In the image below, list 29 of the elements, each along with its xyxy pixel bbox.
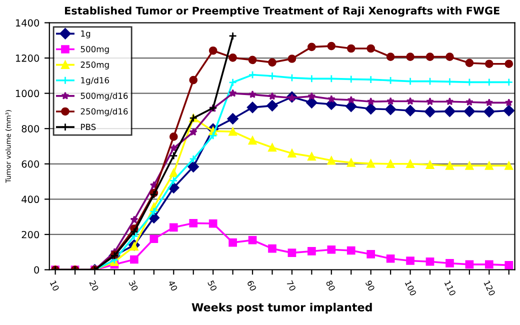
y-tick-label: 1000 — [16, 90, 40, 98]
y-tick-label: 400 — [22, 196, 40, 204]
legend-label: 1g/d16 — [81, 76, 109, 86]
x-tick-label: 80 — [326, 280, 336, 292]
x-tick-label: 120 — [484, 280, 496, 296]
y-tick-label: 600 — [22, 160, 40, 168]
legend-label: PBS — [81, 124, 96, 130]
legend-label: 500mg — [80, 46, 109, 54]
legend-label: 250mg/d16 — [80, 108, 128, 116]
x-tick-label: 70 — [286, 280, 296, 292]
y-tick-label: 1400 — [16, 19, 40, 27]
x-tick-label: 10 — [50, 280, 60, 292]
y-tick-label: 1200 — [16, 54, 40, 62]
y-tick-label: 0 — [34, 266, 40, 274]
legend-label: 1g — [81, 30, 90, 38]
x-tick-label: 100 — [404, 280, 417, 296]
y-tick-label: 800 — [22, 125, 40, 132]
legend-label: 500mg/d16 — [80, 92, 128, 101]
y-tick-label: 200 — [22, 230, 40, 238]
x-tick-label: 60 — [246, 280, 257, 292]
x-tick-label: 40 — [168, 280, 178, 292]
x-tick-label: 20 — [89, 280, 99, 292]
chart-title: Established Tumor or Preemptive Treatment of Raji Xenografts with FWGE — [65, 6, 500, 17]
x-tick-label: 110 — [444, 280, 456, 296]
x-axis-title: Weeks post tumor implanted — [192, 302, 372, 314]
x-tick-label: 90 — [365, 280, 375, 292]
legend-label: 250mg — [80, 62, 109, 70]
x-tick-label: 50 — [208, 280, 218, 292]
x-tick-label: 30 — [128, 280, 138, 292]
